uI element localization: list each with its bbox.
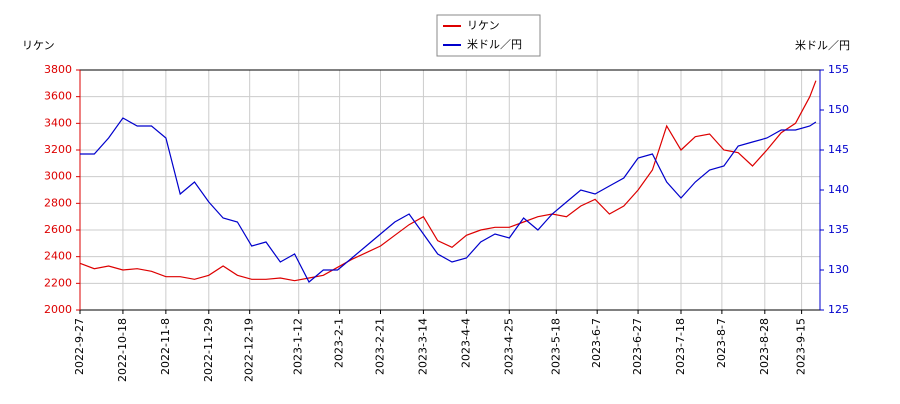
x-tick-label: 2023-7-18 (674, 318, 687, 375)
y-tick-label: 3000 (44, 170, 72, 183)
y2-tick-label: 125 (828, 303, 849, 316)
x-tick-label: 2022-10-18 (116, 318, 129, 382)
x-tick-label: 2023-2-21 (373, 318, 386, 375)
x-tick-label: 2022-9-27 (73, 318, 86, 375)
x-tick-label: 2023-8-7 (715, 318, 728, 368)
x-tick-label: 2023-4-25 (502, 318, 515, 375)
y2-tick-label: 150 (828, 103, 849, 116)
x-tick-label: 2022-11-8 (159, 318, 172, 375)
legend-label: 米ドル／円 (467, 38, 522, 51)
y2-tick-label: 140 (828, 183, 849, 196)
x-tick-label: 2023-1-12 (292, 318, 305, 375)
x-tick-label: 2022-12-19 (243, 318, 256, 382)
y2-tick-label: 135 (828, 223, 849, 236)
y-tick-label: 3400 (44, 116, 72, 129)
x-tick-label: 2023-2-1 (333, 318, 346, 368)
y2-tick-label: 130 (828, 263, 849, 276)
x-tick-label: 2023-5-18 (549, 318, 562, 375)
x-tick-label: 2023-4-4 (459, 318, 472, 368)
y-tick-label: 3200 (44, 143, 72, 156)
y-tick-label: 2200 (44, 276, 72, 289)
y2-tick-label: 145 (828, 143, 849, 156)
x-tick-label: 2023-3-14 (416, 318, 429, 375)
x-tick-label: 2022-11-29 (202, 318, 215, 382)
x-tick-label: 2023-6-7 (590, 318, 603, 368)
y2-axis-label: 米ドル／円 (795, 39, 850, 52)
y-tick-label: 2600 (44, 223, 72, 236)
x-tick-label: 2023-9-15 (795, 318, 808, 375)
series-line (79, 80, 817, 282)
y-tick-label: 2800 (44, 196, 72, 209)
x-tick-label: 2023-8-28 (758, 318, 771, 375)
series-line (80, 117, 817, 283)
y-tick-label: 3800 (44, 63, 72, 76)
y2-tick-label: 155 (828, 63, 849, 76)
y-axis-label: リケン (22, 39, 55, 52)
y-tick-label: 2400 (44, 250, 72, 263)
legend-box (436, 14, 541, 57)
y-tick-label: 2000 (44, 303, 72, 316)
y-tick-label: 3600 (44, 90, 72, 103)
x-tick-label: 2023-6-27 (631, 318, 644, 375)
legend-label: リケン (467, 19, 500, 32)
